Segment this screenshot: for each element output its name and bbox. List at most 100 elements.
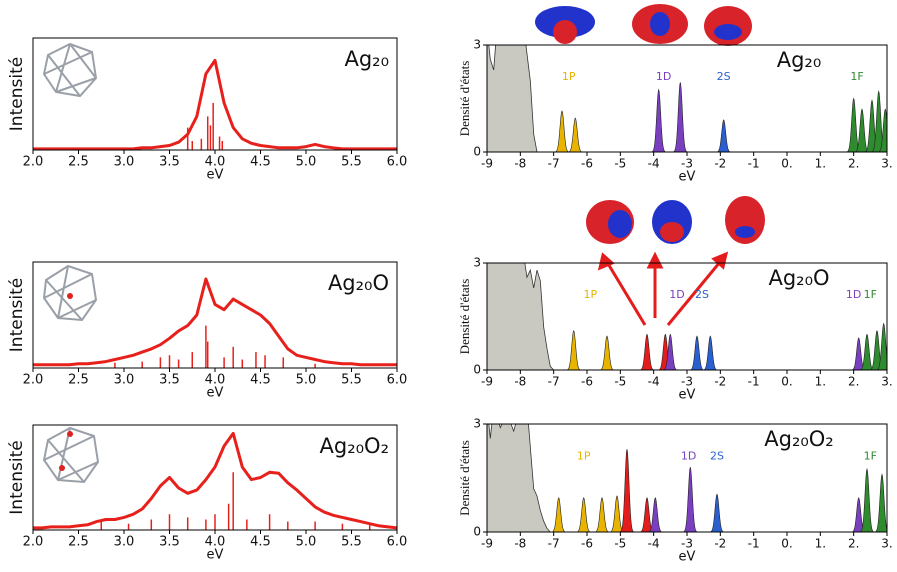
panel-label: Ag₂₀O [768,266,829,290]
x-tick-label: 2.0 [23,373,44,388]
x-tick-label: 4.5 [250,535,271,550]
y-tick-label: 0 [473,145,481,159]
x-tick-label: 3. [881,157,892,171]
dos-peak [639,333,655,370]
y-axis-label: Intensité [7,440,27,514]
x-tick-label: -1 [748,157,760,171]
x-tick-label: 2. [848,157,859,171]
x-tick-label: 4.5 [250,155,271,170]
x-tick-label: 5.0 [296,535,317,550]
x-tick-label: 2. [848,537,859,551]
x-tick-label: 3.0 [114,155,135,170]
x-tick-label: 4.0 [205,373,226,388]
x-tick-label: 5.0 [296,373,317,388]
plot-frame [486,44,888,153]
x-tick-label: -5 [614,537,626,551]
dos-peak [709,493,725,532]
dos-peak [877,108,887,152]
y-tick-label: 0 [473,363,481,377]
x-tick-label: 2.5 [68,373,89,388]
x-tick-label: 4.0 [205,535,226,550]
x-tick-label: 3. [881,375,892,389]
x-tick-label: 1. [815,157,826,171]
x-tick-label: -8 [514,157,526,171]
dos-peak [550,497,567,532]
dos-peak [858,467,876,532]
orbital-label: 1P [577,449,591,462]
x-axis-label: eV [679,550,696,565]
dos-peak [662,333,679,370]
panel-label: Ag₂₀O₂ [320,434,389,458]
cluster-icon [42,426,100,484]
x-tick-label: 4.5 [250,373,271,388]
dos-peak [599,335,615,370]
x-tick-label: 2.0 [23,535,44,550]
spectrum-line [33,431,398,530]
spectrum-line [33,277,397,367]
x-tick-label: 0. [781,375,792,389]
x-tick-label: 5.5 [341,373,362,388]
orbital-label: 2S [695,288,709,301]
orbital-label: 1D [669,288,684,301]
dos-peak [618,449,636,532]
x-tick-label: 6.0 [387,155,408,170]
x-axis-label: eV [679,170,696,185]
plot-frame [486,423,888,533]
x-axis-label: eV [679,388,696,403]
x-tick-label: -4 [648,157,660,171]
dos-peak [715,119,732,152]
x-tick-label: 6.0 [387,535,408,550]
dos-peak [682,467,699,532]
orbital-label: 1P [584,288,598,301]
x-tick-label: -5 [614,157,626,171]
dos-peak [672,82,689,152]
y-tick-label: 3 [473,256,481,270]
dos-area [487,424,551,532]
x-tick-label: 0. [781,537,792,551]
orbital-label: 2S [710,449,724,462]
x-tick-label: -9 [481,375,493,389]
plot-frame [486,262,888,371]
x-tick-label: 1. [815,537,826,551]
orbital-label: 2S [717,70,731,83]
x-tick-label: 4.0 [205,155,226,170]
dos-peak [702,335,719,370]
x-tick-label: 5.0 [296,155,317,170]
x-tick-label: 3.5 [159,155,180,170]
orbital-label: 1D [656,70,671,83]
x-tick-label: -6 [581,537,593,551]
orbital-label: 1F [864,288,877,301]
x-tick-label: -8 [514,537,526,551]
x-tick-label: -8 [514,375,526,389]
panel-label: Ag₂₀ [344,47,389,71]
y-tick-label: 3 [473,417,481,431]
x-tick-label: 2.5 [68,155,89,170]
x-tick-label: -7 [548,157,560,171]
orbital-label: 1D [846,288,861,301]
x-tick-label: -4 [648,375,660,389]
x-tick-label: -4 [648,537,660,551]
plot-frame [32,424,398,531]
cluster-icon [42,264,98,322]
x-tick-label: 3.0 [114,535,135,550]
x-tick-label: 5.5 [341,535,362,550]
y-tick-label: 3 [473,38,481,52]
orbital-label: 1D [681,449,696,462]
dos-peak [650,88,667,152]
x-tick-label: 2. [848,375,859,389]
x-tick-label: 6.0 [387,373,408,388]
x-tick-label: 3. [881,537,892,551]
orbital-label: 1F [850,70,863,83]
x-tick-label: -6 [581,157,593,171]
dos-peak [647,497,664,532]
x-tick-label: -3 [681,537,693,551]
y-axis-label: Intensité [7,278,27,352]
x-axis-label: eV [207,386,224,401]
x-tick-label: 2.0 [23,155,44,170]
orbital-image [535,4,765,244]
y-axis-label: Intensité [7,57,27,131]
panel-label: Ag₂₀O [328,271,389,295]
x-tick-label: 3.5 [159,535,180,550]
x-tick-label: -7 [548,375,560,389]
